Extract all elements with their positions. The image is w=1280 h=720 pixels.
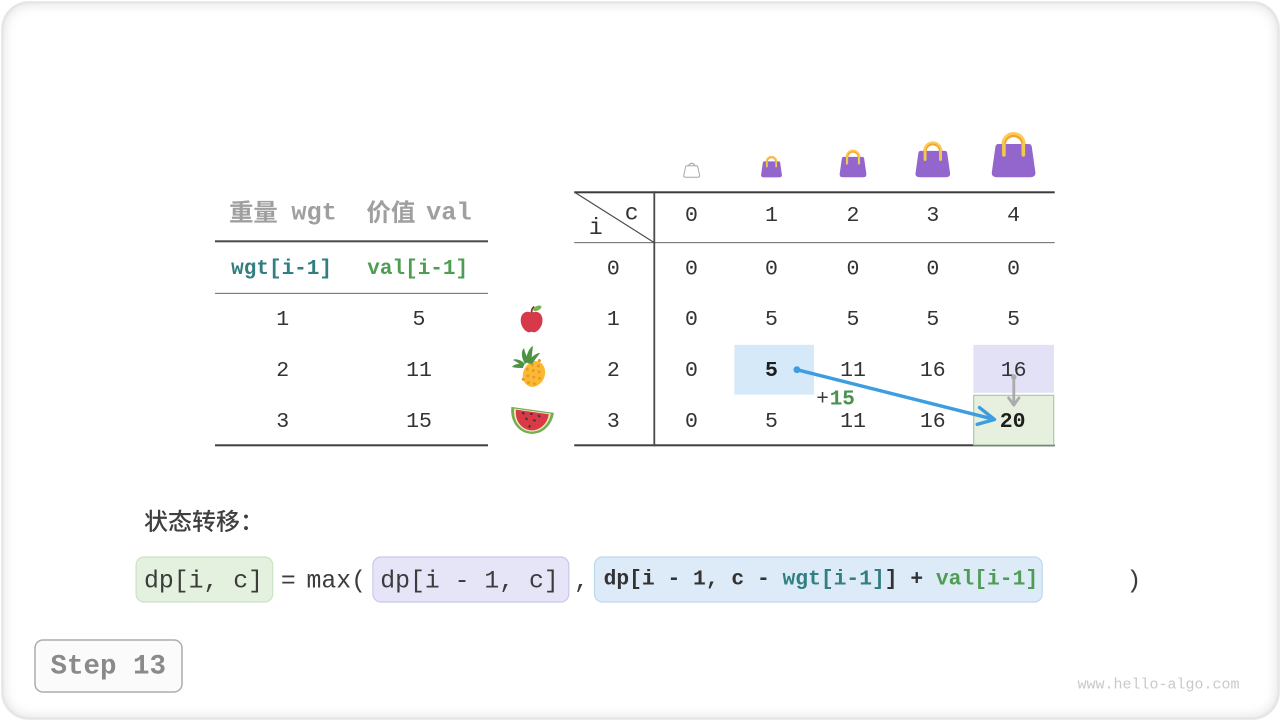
svg-text:11: 11 <box>840 359 866 383</box>
svg-text:5: 5 <box>765 308 778 332</box>
svg-text:0: 0 <box>1007 257 1020 281</box>
svg-text:0: 0 <box>765 257 778 281</box>
svg-text:0: 0 <box>685 410 698 434</box>
svg-text:5: 5 <box>926 308 939 332</box>
svg-text:val: val <box>426 199 472 228</box>
svg-text:3: 3 <box>276 410 289 434</box>
svg-text:1: 1 <box>607 308 620 332</box>
svg-text:0: 0 <box>685 204 698 228</box>
svg-text:i: i <box>589 215 603 241</box>
svg-text:www.hello-algo.com: www.hello-algo.com <box>1077 677 1239 694</box>
svg-text:): ) <box>1127 567 1142 595</box>
svg-text:1: 1 <box>765 204 778 228</box>
svg-text:3: 3 <box>926 204 939 228</box>
svg-text:Step 13: Step 13 <box>51 652 167 683</box>
svg-text:+: + <box>816 388 829 411</box>
svg-text:,: , <box>574 567 589 595</box>
svg-text:5: 5 <box>847 308 860 332</box>
svg-text:4: 4 <box>1007 204 1020 228</box>
svg-text:c: c <box>625 201 639 227</box>
svg-text:5: 5 <box>413 308 426 332</box>
svg-text:wgt: wgt <box>291 199 337 228</box>
svg-text:0: 0 <box>685 308 698 332</box>
svg-text:wgt[i-1]: wgt[i-1] <box>231 258 332 281</box>
svg-text:0: 0 <box>926 257 939 281</box>
svg-text:5: 5 <box>765 410 778 434</box>
svg-text:val[i-1]: val[i-1] <box>367 258 468 281</box>
svg-text:11: 11 <box>406 359 432 383</box>
svg-text:2: 2 <box>276 359 289 383</box>
svg-text:dp[i - 1, c - wgt[i-1]] + val[: dp[i - 1, c - wgt[i-1]] + val[i-1] <box>604 568 1039 592</box>
svg-text:5: 5 <box>765 359 778 383</box>
svg-text:dp[i - 1, c]: dp[i - 1, c] <box>380 567 559 595</box>
svg-text:16: 16 <box>920 359 946 383</box>
svg-text:1: 1 <box>276 308 289 332</box>
svg-text:0: 0 <box>607 257 620 281</box>
svg-text:dp[i, c]: dp[i, c] <box>144 567 263 595</box>
svg-text:0: 0 <box>685 359 698 383</box>
svg-text:15: 15 <box>830 388 855 411</box>
svg-text:0: 0 <box>685 257 698 281</box>
svg-text:11: 11 <box>840 410 866 434</box>
svg-text:3: 3 <box>607 410 620 434</box>
svg-text:5: 5 <box>1007 308 1020 332</box>
svg-text:16: 16 <box>920 410 946 434</box>
svg-text:0: 0 <box>847 257 860 281</box>
svg-text:20: 20 <box>1000 410 1026 434</box>
svg-text:2: 2 <box>607 359 620 383</box>
svg-text:2: 2 <box>847 204 860 228</box>
svg-text:=: = <box>281 567 296 595</box>
svg-text:max(: max( <box>307 567 367 595</box>
svg-text:15: 15 <box>406 410 432 434</box>
